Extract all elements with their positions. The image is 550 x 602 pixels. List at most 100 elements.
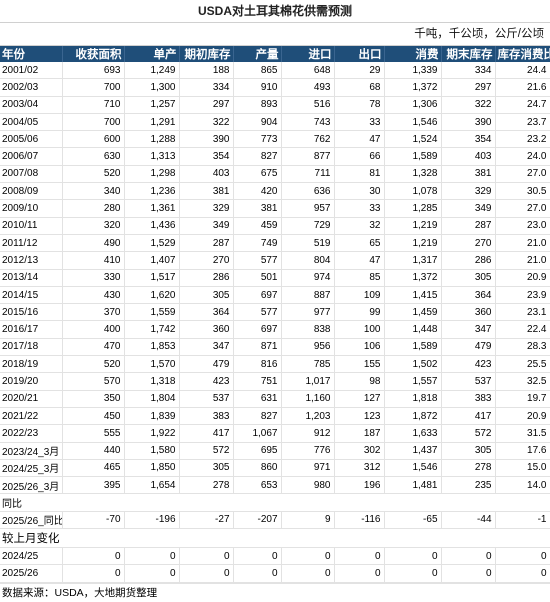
table-cell: 1,872 bbox=[384, 407, 442, 426]
table-cell: 270 bbox=[179, 251, 234, 270]
table-cell: 25.5 bbox=[495, 355, 550, 374]
table-cell: 700 bbox=[62, 113, 125, 132]
table-cell: 1,361 bbox=[124, 199, 180, 218]
table-cell: 631 bbox=[233, 390, 282, 408]
table-cell: 1,160 bbox=[281, 390, 335, 408]
table-cell: 910 bbox=[233, 78, 282, 97]
table-row: 2008/09 340 1,236 381 420 636 30 1,078 329 30.5 bbox=[0, 182, 550, 201]
table-cell: 85 bbox=[334, 269, 385, 287]
table-cell: 0 bbox=[179, 564, 234, 583]
table-cell: 329 bbox=[441, 182, 496, 201]
table-cell: 838 bbox=[281, 320, 335, 339]
table-cell: 430 bbox=[62, 286, 125, 305]
table-cell: 648 bbox=[281, 62, 335, 80]
table-cell: 693 bbox=[62, 62, 125, 80]
table-cell: 729 bbox=[281, 217, 335, 235]
table-cell: 516 bbox=[281, 96, 335, 114]
table-row: 2024/25_3月 465 1,850 305 860 971 312 1,546 278 15… bbox=[0, 459, 550, 478]
table-row: 2003/04 710 1,257 297 893 516 78 1,306 322 24.7 bbox=[0, 96, 550, 114]
table-cell: 1,589 bbox=[384, 147, 442, 166]
table-cell: 340 bbox=[62, 182, 125, 201]
table-cell: 1,853 bbox=[124, 338, 180, 357]
table-cell: 23.2 bbox=[495, 130, 550, 149]
row-label: 2008/09 bbox=[0, 182, 63, 201]
table-cell: 1,328 bbox=[384, 165, 442, 184]
table-cell: 957 bbox=[281, 199, 335, 218]
section-row-yoy: 同比 bbox=[0, 493, 550, 512]
table-cell: 21.0 bbox=[495, 234, 550, 253]
table-cell: 1,459 bbox=[384, 303, 442, 322]
table-cell: 1,372 bbox=[384, 78, 442, 97]
table-cell: 1,339 bbox=[384, 62, 442, 80]
table-cell: 24.4 bbox=[495, 62, 550, 80]
yoy-row: 2025/26_同比 -70 -196 -27 -207 9 -116 -65 -44 -1 bbox=[0, 511, 550, 530]
table-cell: 743 bbox=[281, 113, 335, 132]
table-cell: 600 bbox=[62, 130, 125, 149]
table-cell: 33 bbox=[334, 199, 385, 218]
table-cell: 572 bbox=[179, 442, 234, 460]
table-cell: 0 bbox=[233, 547, 282, 566]
table-cell: 520 bbox=[62, 355, 125, 374]
table-cell: -65 bbox=[384, 511, 442, 530]
table-cell: 0 bbox=[384, 564, 442, 583]
table-cell: 1,529 bbox=[124, 234, 180, 253]
table-cell: 287 bbox=[441, 217, 496, 235]
table-cell: 1,570 bbox=[124, 355, 180, 374]
table-cell: 364 bbox=[179, 303, 234, 322]
column-header: 库存消费比 bbox=[495, 46, 550, 62]
table-cell: 904 bbox=[233, 113, 282, 132]
row-label: 2023/24_3月 bbox=[0, 442, 63, 460]
column-header: 消费 bbox=[384, 46, 442, 62]
table-cell: 65 bbox=[334, 234, 385, 253]
table-cell: 27.0 bbox=[495, 199, 550, 218]
column-header: 产量 bbox=[233, 46, 282, 62]
table-cell: 0 bbox=[334, 547, 385, 566]
table-row: 2006/07 630 1,313 354 827 877 66 1,589 403 24.0 bbox=[0, 147, 550, 166]
table-cell: 196 bbox=[334, 476, 385, 495]
table-cell: 1,850 bbox=[124, 459, 180, 478]
table-cell: 501 bbox=[233, 269, 282, 287]
table-cell: 1,372 bbox=[384, 269, 442, 287]
table-cell: 349 bbox=[441, 199, 496, 218]
table-cell: 1,654 bbox=[124, 476, 180, 495]
table-cell: 1,517 bbox=[124, 269, 180, 287]
table-cell: 1,317 bbox=[384, 251, 442, 270]
table-cell: 370 bbox=[62, 303, 125, 322]
row-label: 2006/07 bbox=[0, 147, 63, 166]
table-cell: 877 bbox=[281, 147, 335, 166]
table-cell: 19.7 bbox=[495, 390, 550, 408]
table-row: 2016/17 400 1,742 360 697 838 100 1,448 347 22.4 bbox=[0, 320, 550, 339]
table-cell: 235 bbox=[441, 476, 496, 495]
table-cell: 286 bbox=[179, 269, 234, 287]
table-cell: 980 bbox=[281, 476, 335, 495]
table-cell: 33 bbox=[334, 113, 385, 132]
table-cell: 30.5 bbox=[495, 182, 550, 201]
table-cell: 1,742 bbox=[124, 320, 180, 339]
row-label: 2024/25_3月 bbox=[0, 459, 63, 478]
table-cell: 302 bbox=[334, 442, 385, 460]
table-row: 2015/16 370 1,559 364 577 977 99 1,459 360 23.1 bbox=[0, 303, 550, 322]
table-cell: 887 bbox=[281, 286, 335, 305]
table-cell: 1,502 bbox=[384, 355, 442, 374]
table-cell: 383 bbox=[179, 407, 234, 426]
table-cell: 347 bbox=[441, 320, 496, 339]
table-cell: 347 bbox=[179, 338, 234, 357]
table-row: 2002/03 700 1,300 334 910 493 68 1,372 297 21.6 bbox=[0, 78, 550, 97]
table-cell: 1,291 bbox=[124, 113, 180, 132]
table-cell: 1,300 bbox=[124, 78, 180, 97]
table-row: 2019/20 570 1,318 423 751 1,017 98 1,557 537 32.5 bbox=[0, 372, 550, 391]
report-title: USDA对土耳其棉花供需预测 bbox=[0, 0, 550, 23]
table-cell: 956 bbox=[281, 338, 335, 357]
row-label: 2011/12 bbox=[0, 234, 63, 253]
table-cell: 470 bbox=[62, 338, 125, 357]
table-cell: 519 bbox=[281, 234, 335, 253]
table-row: 2023/24_3月 440 1,580 572 695 776 302 1,437 305 17… bbox=[0, 442, 550, 460]
table-cell: 1,249 bbox=[124, 62, 180, 80]
table-body: 2001/02 693 1,249 188 865 648 29 1,339 334 24.4 20… bbox=[0, 62, 550, 583]
row-label: 2022/23 bbox=[0, 424, 63, 443]
table-cell: 305 bbox=[179, 459, 234, 478]
table-cell: 0 bbox=[179, 547, 234, 566]
table-cell: 383 bbox=[441, 390, 496, 408]
table-cell: 381 bbox=[441, 165, 496, 184]
